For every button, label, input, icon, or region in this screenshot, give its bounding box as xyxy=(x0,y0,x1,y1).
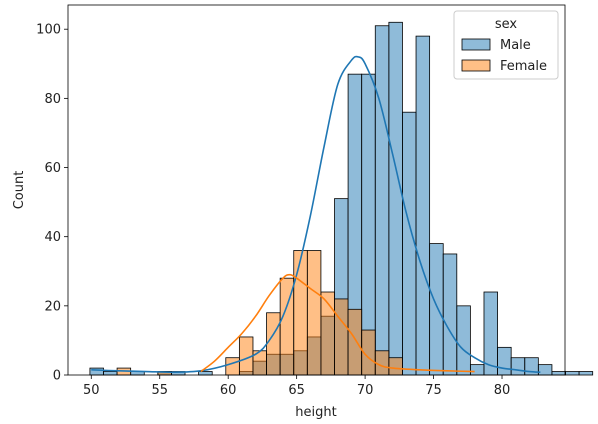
x-axis-label: height xyxy=(295,405,336,420)
female-bar xyxy=(320,291,335,376)
legend-label-female: Female xyxy=(500,59,547,74)
male-bar xyxy=(415,35,431,376)
male-bar xyxy=(469,364,485,376)
male-bar xyxy=(374,25,390,376)
male-bar xyxy=(198,371,213,376)
legend-title: sex xyxy=(495,17,518,32)
male-kde-line xyxy=(91,55,541,374)
legend-swatch-male xyxy=(461,38,491,51)
female-bar xyxy=(347,308,363,376)
y-tick-label: 40 xyxy=(44,230,61,245)
female-bar xyxy=(266,312,281,376)
male-bar xyxy=(388,21,403,376)
male-bar xyxy=(456,305,471,376)
y-tick-label: 60 xyxy=(44,161,61,176)
female-kde-line xyxy=(200,273,475,373)
y-tick-label: 0 xyxy=(53,369,61,384)
x-tick-label: 75 xyxy=(425,383,442,398)
legend: sex Male Female xyxy=(453,10,559,80)
female-bar xyxy=(374,350,390,376)
plot-frame xyxy=(67,4,566,376)
x-tick-label: 60 xyxy=(220,383,237,398)
legend-label-male: Male xyxy=(500,38,531,53)
female-bar xyxy=(388,357,403,376)
female-bar xyxy=(293,250,308,376)
x-tick-label: 65 xyxy=(288,383,305,398)
x-tick-label: 70 xyxy=(357,383,374,398)
female-bar xyxy=(306,250,322,376)
x-axis-ticks: 50 55 60 65 70 75 80 xyxy=(83,375,510,398)
x-tick-label: 55 xyxy=(151,383,168,398)
y-tick-label: 100 xyxy=(36,23,61,38)
male-bar xyxy=(510,357,526,376)
kde-curves xyxy=(91,55,541,374)
male-bar xyxy=(537,364,553,376)
x-tick-label: 50 xyxy=(83,383,100,398)
y-tick-label: 20 xyxy=(44,299,61,314)
male-bar xyxy=(497,346,512,376)
male-bar xyxy=(442,253,458,376)
x-tick-label: 80 xyxy=(494,383,511,398)
female-bar xyxy=(334,298,349,376)
male-bar xyxy=(483,291,498,376)
male-bar xyxy=(578,371,594,376)
male-bar xyxy=(429,243,444,376)
male-bar xyxy=(103,371,118,376)
male-bar xyxy=(565,371,580,376)
y-tick-label: 80 xyxy=(44,92,61,107)
y-axis-ticks: 0 20 40 60 80 100 xyxy=(36,23,68,384)
male-bar xyxy=(551,371,566,376)
y-axis-label: Count xyxy=(12,171,27,210)
legend-swatch-female xyxy=(461,59,491,72)
female-bar xyxy=(225,357,240,376)
